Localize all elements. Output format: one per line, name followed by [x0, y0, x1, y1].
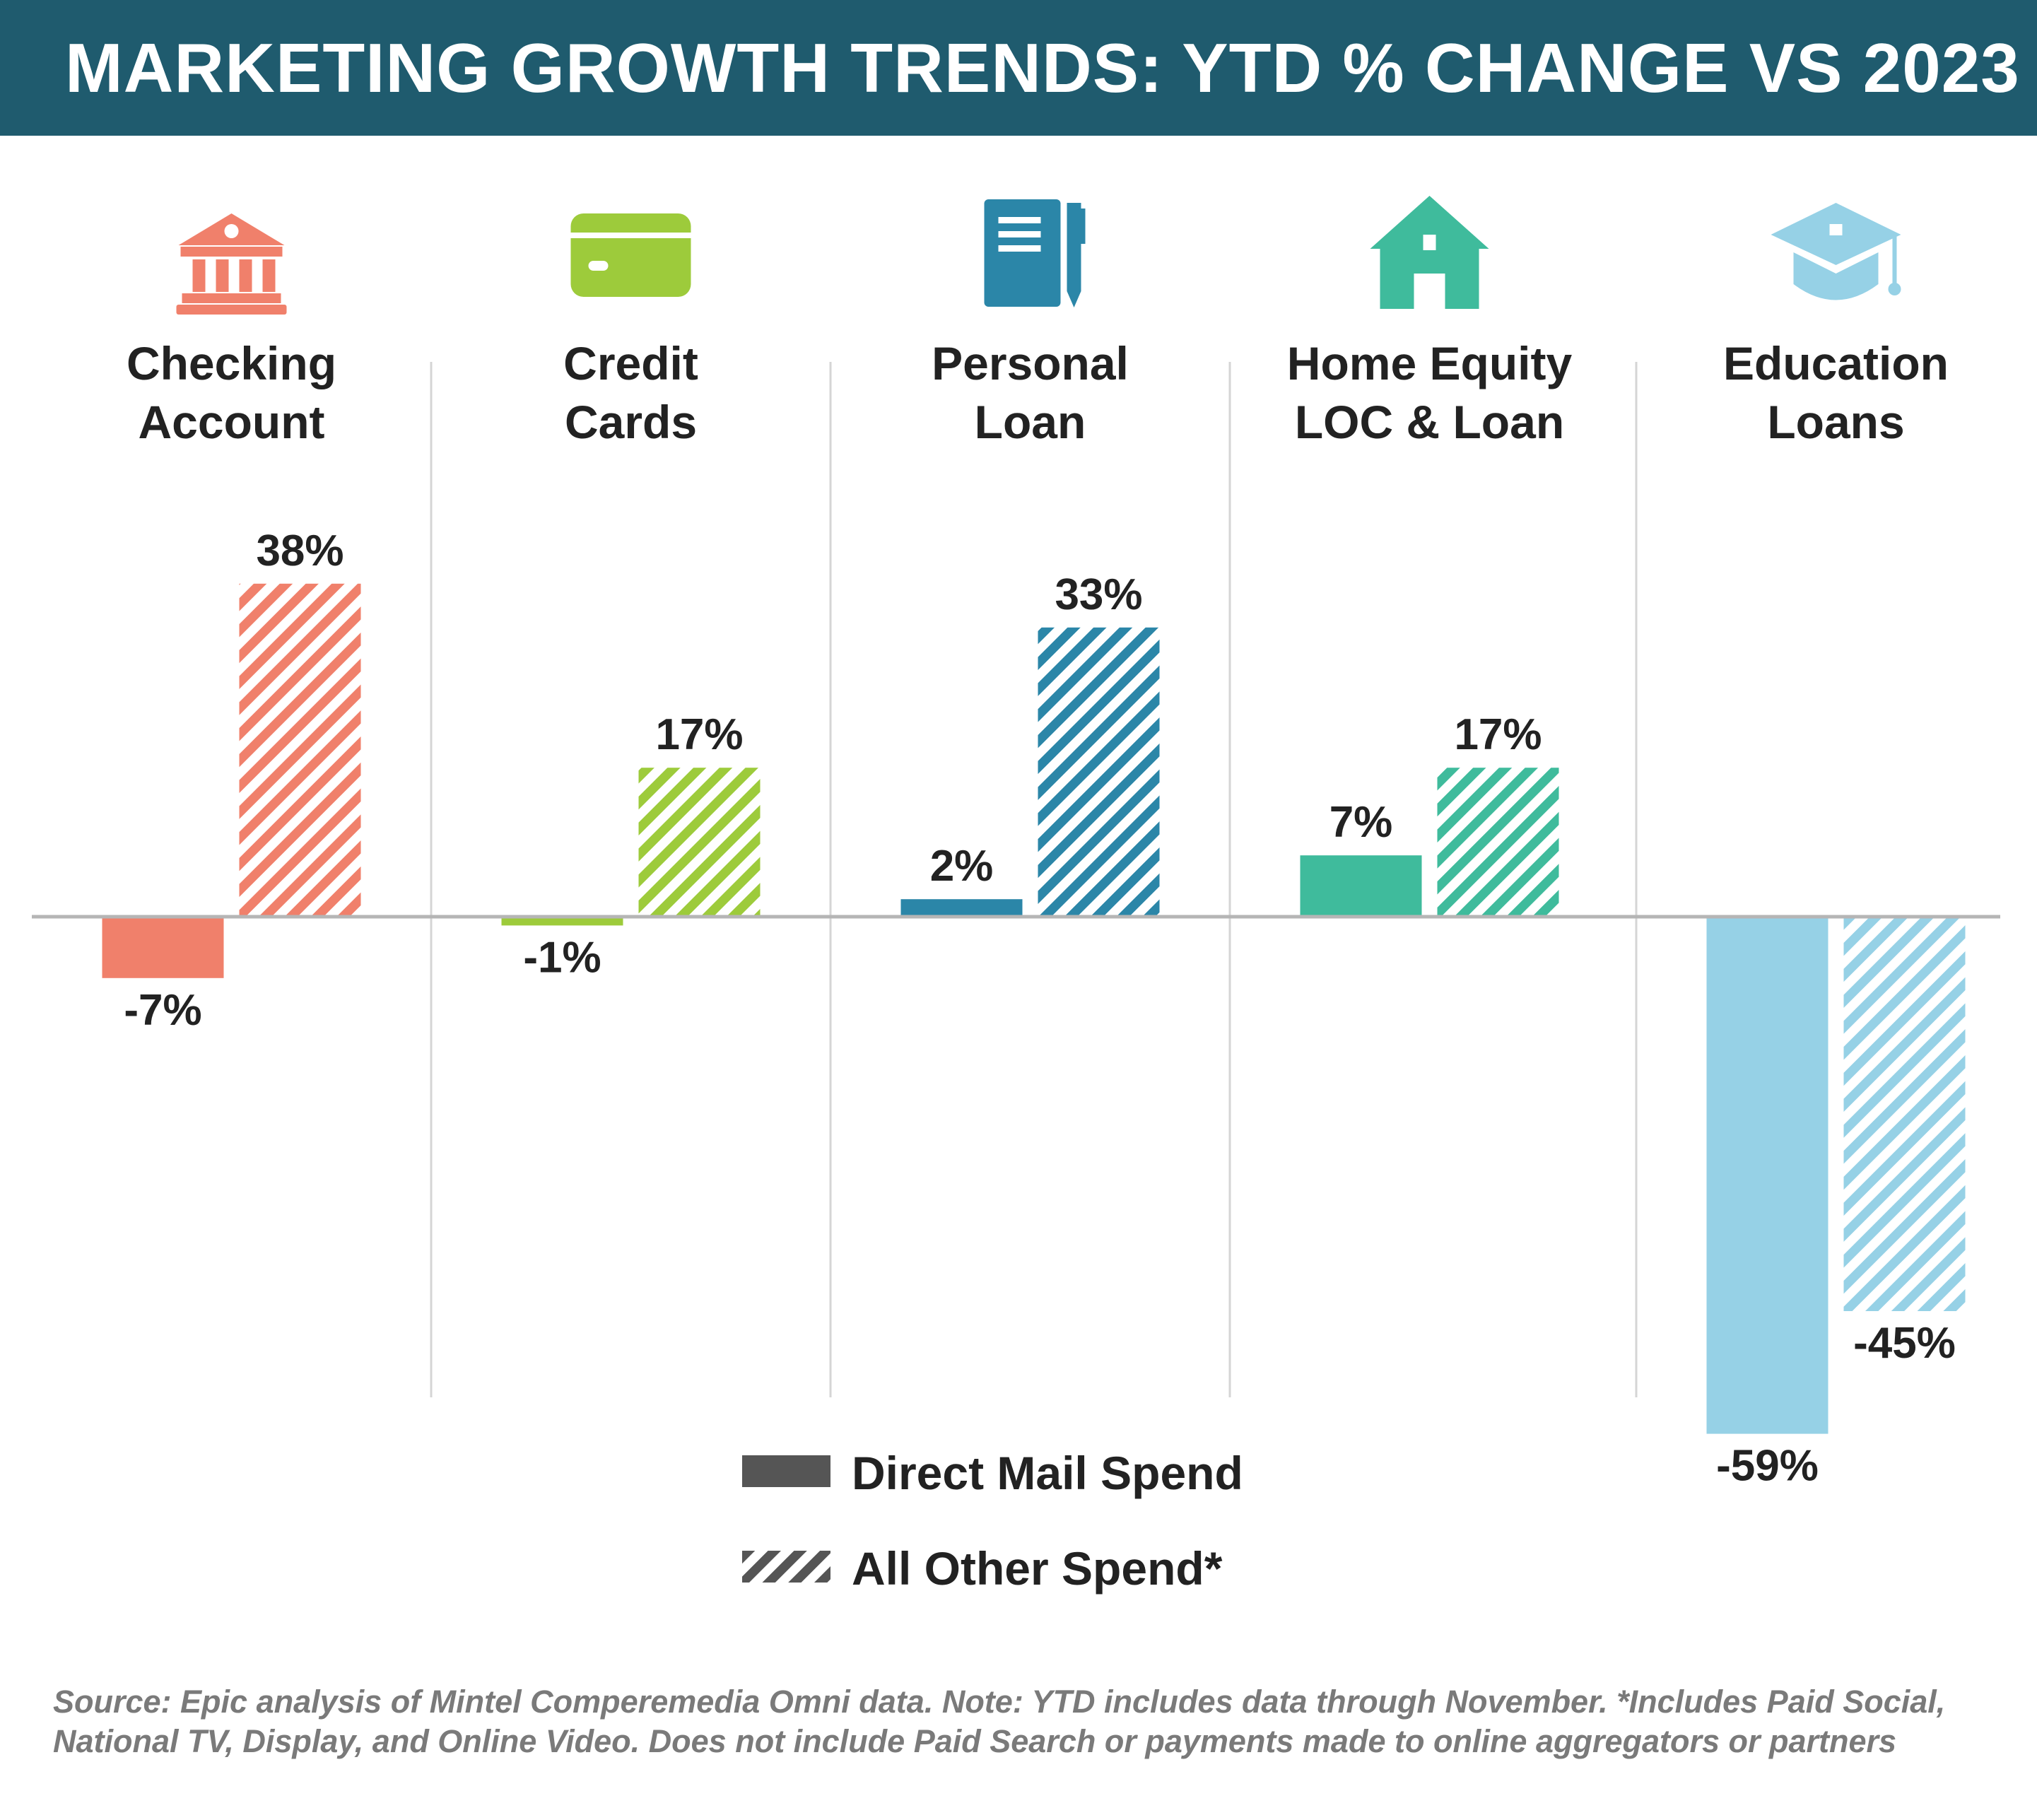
- value-label-credit-cards-all-other-spend: 17%: [655, 710, 743, 759]
- bar-chart: Checking Account Credit Cards Personal Loan Ho…: [32, 196, 2000, 1595]
- bar-credit-cards-all-other-spend: [638, 768, 761, 917]
- value-label-checking-account-all-other-spend: 38%: [256, 527, 344, 575]
- source-note: Source: Epic analysis of Mintel Comperem…: [53, 1682, 2004, 1761]
- category-label-education-loans-line-2: Loans: [1767, 396, 1904, 448]
- value-label-personal-loan-direct-mail-spend: 2%: [930, 842, 994, 891]
- bar-personal-loan-all-other-spend: [1038, 627, 1160, 917]
- category-dividers: [430, 362, 1638, 1397]
- value-label-education-loans-all-other-spend: -45%: [1853, 1319, 1956, 1368]
- bar-education-loans-all-other-spend: [1843, 917, 1966, 1311]
- category-label-home-equity-loc-loan-line-2: LOC & Loan: [1295, 396, 1564, 448]
- category-label-education-loans-line-1: Education: [1723, 337, 1949, 389]
- credit-card-icon: [570, 213, 691, 297]
- value-label-personal-loan-all-other-spend: 33%: [1055, 570, 1142, 619]
- category-label-checking-account-line-1: Checking: [127, 337, 336, 389]
- category-icons: [176, 196, 1901, 315]
- value-label-credit-cards-direct-mail-spend: -1%: [523, 933, 601, 982]
- legend-swatch-direct-mail-spend: [742, 1455, 830, 1487]
- graduation-cap-icon: [1771, 203, 1901, 300]
- bar-home-equity-loc-loan-direct-mail-spend: [1300, 855, 1422, 917]
- bars: [102, 583, 1966, 1434]
- legend: Direct Mail Spend All Other Spend*: [742, 1447, 1243, 1595]
- house-icon: [1370, 196, 1489, 309]
- bar-checking-account-direct-mail-spend: [102, 917, 224, 978]
- bar-value-labels: -7% -1% 2% 7% -59% 38% 17% 33% 17% -45%: [124, 527, 1956, 1491]
- source-note-line-1: Source: Epic analysis of Mintel Comperem…: [53, 1684, 1946, 1720]
- bar-credit-cards-direct-mail-spend: [501, 917, 623, 926]
- bar-personal-loan-direct-mail-spend: [900, 899, 1023, 917]
- chart-title: MARKETING GROWTH TRENDS: YTD % CHANGE VS…: [65, 29, 2020, 107]
- value-label-home-equity-loc-loan-direct-mail-spend: 7%: [1329, 798, 1393, 847]
- legend-swatch-all-other-spend: [742, 1551, 830, 1583]
- legend-label-direct-mail-spend: Direct Mail Spend: [852, 1447, 1243, 1499]
- bank-icon: [176, 213, 287, 315]
- bar-education-loans-direct-mail-spend: [1706, 917, 1828, 1434]
- title-banner: MARKETING GROWTH TRENDS: YTD % CHANGE VS…: [0, 0, 2037, 136]
- value-label-home-equity-loc-loan-all-other-spend: 17%: [1454, 710, 1542, 759]
- value-label-checking-account-direct-mail-spend: -7%: [124, 986, 201, 1035]
- category-label-personal-loan-line-2: Loan: [975, 396, 1086, 448]
- value-label-education-loans-direct-mail-spend: -59%: [1716, 1442, 1819, 1491]
- bar-checking-account-all-other-spend: [239, 583, 361, 917]
- category-label-home-equity-loc-loan-line-1: Home Equity: [1287, 337, 1573, 389]
- source-note-line-2: National TV, Display, and Online Video. …: [53, 1723, 1897, 1759]
- category-labels: Checking Account Credit Cards Personal Loan Ho…: [127, 337, 1949, 448]
- notepad-pen-icon: [984, 199, 1086, 307]
- category-label-personal-loan-line-1: Personal: [932, 337, 1129, 389]
- category-label-credit-cards-line-1: Credit: [563, 337, 698, 389]
- legend-label-all-other-spend: All Other Spend*: [852, 1542, 1223, 1595]
- category-label-checking-account-line-2: Account: [139, 396, 325, 448]
- bar-home-equity-loc-loan-all-other-spend: [1437, 768, 1559, 917]
- category-label-credit-cards-line-2: Cards: [565, 396, 697, 448]
